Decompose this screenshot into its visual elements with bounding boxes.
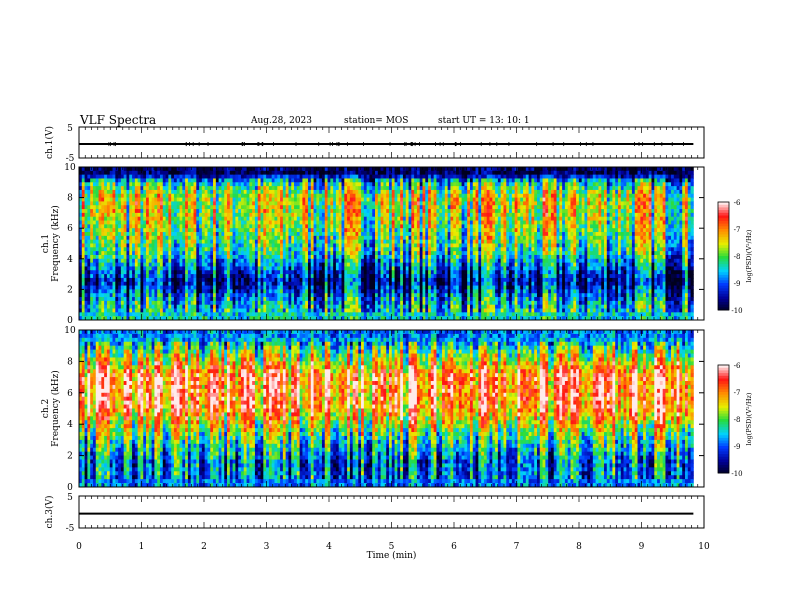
colorbar-ch2-frame [717,364,730,474]
colorbar-ch1-tick-label: -7 [734,226,741,234]
colorbar-ch1-tick-label: -10 [731,307,742,315]
colorbar-ch2 [718,365,729,474]
xtick-label: 10 [698,542,710,552]
ch2-ytick-label: 8 [67,357,73,367]
waveform-ylabel: ch.1(V) [44,126,55,159]
ch2-ytick-label: 6 [67,389,73,399]
waveform-ytick-label: -5 [66,524,75,534]
ch1-ytick-label: 0 [67,316,73,326]
xtick-label: 2 [201,542,207,552]
station-label: station= MOS [344,116,409,126]
xtick-label: 7 [514,542,520,552]
colorbar-ch2-label: log(PSD)(V²/Hz) [745,392,753,445]
date-label: Aug.28, 2023 [251,116,312,126]
xtick-label: 8 [576,542,582,552]
waveform-ytick-label: -5 [66,154,75,164]
x-axis-label: Time (min) [367,550,417,561]
xtick-label: 6 [451,542,457,552]
colorbar-ch2-tick-label: -7 [734,389,741,397]
colorbar-ch2-tick-label: -9 [734,443,741,451]
ch2-ytick-label: 0 [67,483,73,493]
ch1-ytick-label: 10 [64,163,76,173]
spectrogram-ch2 [79,330,694,488]
ch1-frequency-axis-label: Frequency (kHz) [50,205,61,282]
ch1-channel-label: ch.1 [41,234,51,253]
ch2-ytick-label: 2 [67,452,73,462]
xtick-label: 4 [326,542,332,552]
ch1-ytick-label: 8 [67,194,73,204]
ch2-frequency-axis-label: Frequency (kHz) [50,370,61,447]
ch2-ytick-label: 10 [64,326,76,336]
colorbar-ch1 [718,202,729,311]
ch1-ytick-label: 6 [67,224,73,234]
ch2-channel-label: ch.2 [41,399,51,418]
chart-title: VLF Spectra [80,113,157,127]
xtick-label: 1 [139,542,145,552]
waveform-ylabel: ch.3(V) [44,496,55,529]
xtick-label: 3 [264,542,270,552]
colorbar-ch2-tick-label: -6 [734,362,741,370]
ch1-ytick-label: 4 [67,255,73,265]
spectrogram-ch1 [79,167,694,321]
colorbar-ch1-tick-label: -9 [734,280,741,288]
waveform-ytick-label: 5 [67,493,73,503]
xtick-label: 5 [389,542,395,552]
xtick-label: 0 [76,542,82,552]
xtick-label: 9 [639,542,645,552]
colorbar-ch2-tick-label: -8 [734,416,741,424]
colorbar-ch1-tick-label: -6 [734,199,741,207]
colorbar-ch1-frame [717,201,730,311]
colorbar-ch2-tick-label: -10 [731,470,742,478]
start-time-label: start UT = 13: 10: 1 [438,116,530,126]
colorbar-ch1-tick-label: -8 [734,253,741,261]
ch1-ytick-label: 2 [67,285,73,295]
waveform-ytick-label: 5 [67,124,73,134]
colorbar-ch1-label: log(PSD)(V²/Hz) [745,229,753,282]
ch2-ytick-label: 4 [67,420,73,430]
